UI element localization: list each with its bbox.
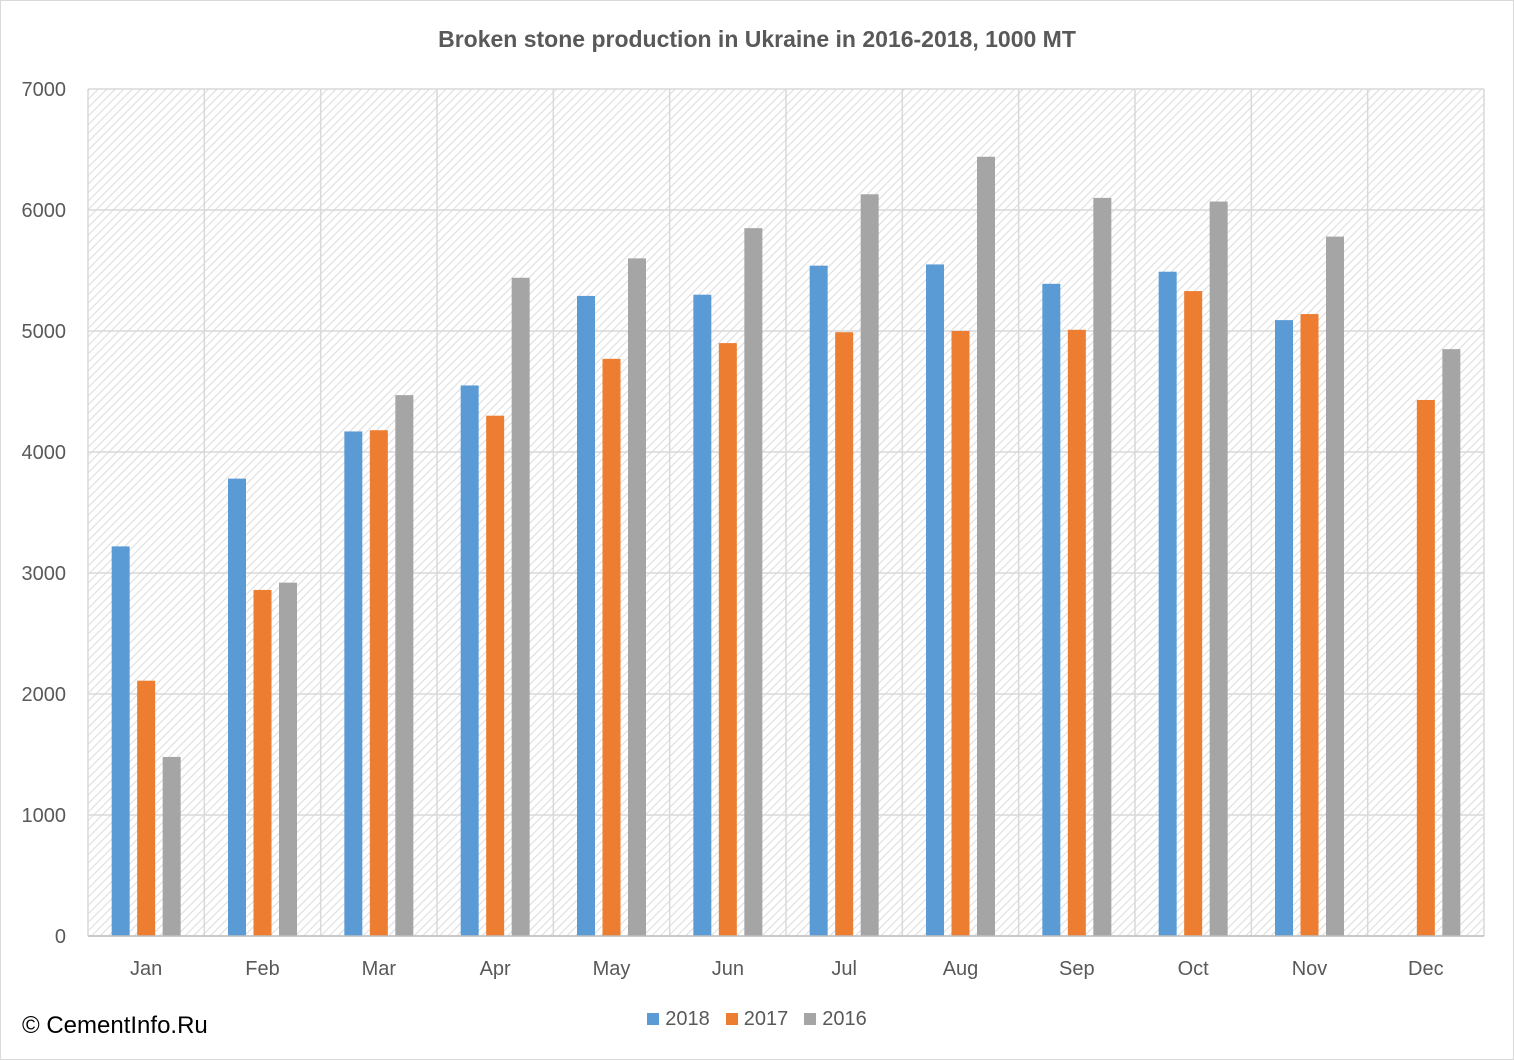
bar-2018 — [1275, 320, 1293, 936]
bar-2016 — [1442, 349, 1461, 936]
x-tick-label: May — [593, 958, 631, 980]
bar-2018 — [1042, 283, 1061, 936]
x-tick-label: Mar — [362, 958, 397, 980]
bar-2017 — [369, 430, 388, 936]
bar-2016 — [628, 258, 646, 936]
x-tick-label: Aug — [943, 958, 979, 980]
bars — [111, 156, 1461, 937]
x-tick-label: Sep — [1059, 958, 1095, 980]
bar-2017 — [951, 331, 970, 936]
bar-2016 — [511, 277, 530, 936]
y-tick-label: 1000 — [22, 805, 67, 827]
bar-2016 — [977, 156, 995, 936]
bar-2016 — [162, 756, 181, 936]
x-tick-label: Oct — [1178, 958, 1210, 980]
bar-2017 — [718, 343, 737, 937]
bar-2016 — [1326, 236, 1344, 936]
bar-2018 — [926, 264, 944, 936]
bar-2018 — [1158, 271, 1177, 937]
y-tick-label: 4000 — [22, 442, 67, 464]
bar-2018 — [111, 546, 130, 936]
x-tick-label: Jun — [712, 958, 744, 980]
y-tick-label: 7000 — [22, 79, 67, 101]
bar-2018 — [577, 295, 595, 936]
bar-2017 — [253, 589, 272, 936]
bar-2018 — [344, 431, 363, 936]
x-tick-label: Jan — [130, 958, 162, 980]
legend-item: 2017 — [725, 1008, 789, 1031]
y-tick-label: 5000 — [22, 321, 67, 343]
bar-2017 — [1416, 399, 1435, 937]
bar-2017 — [486, 415, 505, 936]
legend-swatch — [647, 1013, 660, 1025]
bar-2017 — [1067, 329, 1086, 936]
bar-2016 — [744, 228, 763, 936]
bar-2016 — [1209, 201, 1228, 936]
bar-2017 — [1184, 291, 1203, 936]
bar-2016 — [395, 395, 414, 936]
legend-item: 2016 — [804, 1008, 867, 1031]
legend-item: 2018 — [647, 1008, 710, 1031]
x-tick-label: Dec — [1408, 958, 1444, 980]
bar-2018 — [809, 265, 828, 936]
axes: 0 1000 2000 3000 4000 5000 6000 7000 Jan Feb Mar Ap… — [22, 79, 1484, 980]
x-tick-label: Apr — [480, 958, 511, 980]
bar-2018 — [228, 478, 246, 936]
chart-title: Broken stone production in Ukraine in 20… — [438, 26, 1076, 52]
bar-2017 — [602, 358, 621, 937]
legend-label: 2017 — [743, 1008, 789, 1030]
bar-2017 — [137, 680, 156, 936]
bar-2018 — [460, 385, 479, 936]
x-tick-label: Feb — [245, 958, 279, 980]
legend-label: 2016 — [822, 1008, 867, 1030]
legend-swatch — [725, 1013, 738, 1025]
bar-2016 — [860, 194, 879, 936]
y-tick-label: 3000 — [22, 563, 67, 585]
x-tick-label: Nov — [1292, 958, 1328, 980]
bar-2017 — [1300, 314, 1319, 936]
copyright-text: © CementInfo.Ru — [22, 1012, 208, 1039]
bar-2016 — [1093, 197, 1112, 936]
y-tick-label: 0 — [55, 926, 66, 948]
legend-swatch — [804, 1013, 817, 1025]
legend: 2018 2017 2016 — [0, 1008, 1514, 1031]
bar-2018 — [693, 294, 712, 936]
y-tick-label: 2000 — [22, 684, 67, 706]
x-tick-label: Jul — [831, 958, 857, 980]
legend-label: 2018 — [665, 1008, 710, 1030]
bar-2016 — [279, 582, 297, 936]
y-tick-label: 6000 — [22, 200, 67, 222]
bar-2017 — [835, 332, 854, 937]
